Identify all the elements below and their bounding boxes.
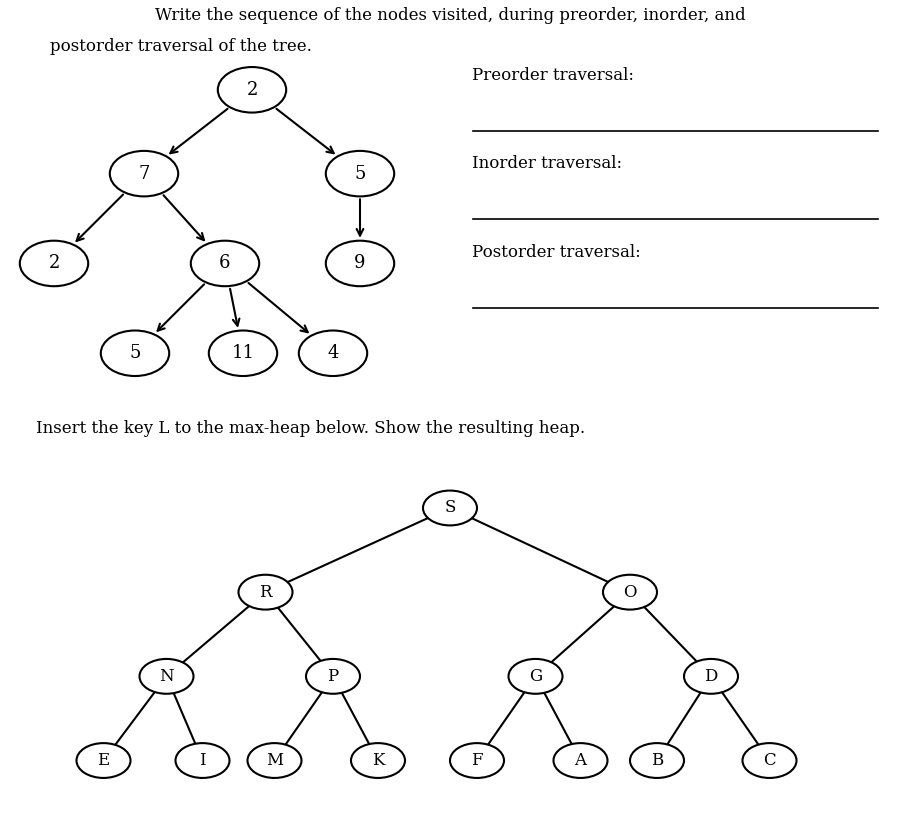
- Text: S: S: [445, 499, 455, 517]
- Circle shape: [742, 743, 796, 778]
- Circle shape: [76, 743, 130, 778]
- Text: B: B: [651, 752, 663, 769]
- Text: 2: 2: [49, 254, 59, 273]
- Circle shape: [603, 575, 657, 609]
- Circle shape: [20, 241, 88, 286]
- Circle shape: [306, 659, 360, 694]
- Circle shape: [238, 575, 292, 609]
- Circle shape: [248, 743, 302, 778]
- Text: postorder traversal of the tree.: postorder traversal of the tree.: [50, 38, 311, 54]
- Circle shape: [326, 150, 394, 196]
- Text: 2: 2: [247, 81, 257, 99]
- Text: P: P: [328, 668, 338, 685]
- Circle shape: [450, 743, 504, 778]
- Circle shape: [209, 330, 277, 376]
- Text: Write the sequence of the nodes visited, during preorder, inorder, and: Write the sequence of the nodes visited,…: [155, 7, 745, 23]
- Text: Postorder traversal:: Postorder traversal:: [472, 244, 641, 261]
- Text: 11: 11: [231, 344, 255, 362]
- Circle shape: [218, 67, 286, 113]
- Text: 5: 5: [355, 165, 365, 182]
- Circle shape: [554, 743, 608, 778]
- Circle shape: [140, 659, 194, 694]
- Circle shape: [351, 743, 405, 778]
- Circle shape: [299, 330, 367, 376]
- Circle shape: [630, 743, 684, 778]
- Text: Inorder traversal:: Inorder traversal:: [472, 155, 623, 172]
- Text: A: A: [574, 752, 587, 769]
- Circle shape: [101, 330, 169, 376]
- Text: G: G: [529, 668, 542, 685]
- Text: N: N: [159, 668, 174, 685]
- Text: 5: 5: [130, 344, 140, 362]
- Text: M: M: [266, 752, 284, 769]
- Text: 6: 6: [220, 254, 230, 273]
- Text: Insert the key L to the max-heap below. Show the resulting heap.: Insert the key L to the max-heap below. …: [36, 420, 585, 437]
- Text: D: D: [705, 668, 717, 685]
- Circle shape: [423, 491, 477, 525]
- Text: F: F: [472, 752, 482, 769]
- Text: E: E: [97, 752, 110, 769]
- Text: C: C: [763, 752, 776, 769]
- Circle shape: [684, 659, 738, 694]
- Text: K: K: [372, 752, 384, 769]
- Text: O: O: [623, 584, 637, 601]
- Circle shape: [191, 241, 259, 286]
- Text: Preorder traversal:: Preorder traversal:: [472, 67, 634, 84]
- Text: 4: 4: [328, 344, 338, 362]
- Text: R: R: [259, 584, 272, 601]
- Text: 7: 7: [139, 165, 149, 182]
- Text: I: I: [199, 752, 206, 769]
- Circle shape: [326, 241, 394, 286]
- Circle shape: [110, 150, 178, 196]
- Text: 9: 9: [355, 254, 365, 273]
- Circle shape: [508, 659, 562, 694]
- Circle shape: [176, 743, 230, 778]
